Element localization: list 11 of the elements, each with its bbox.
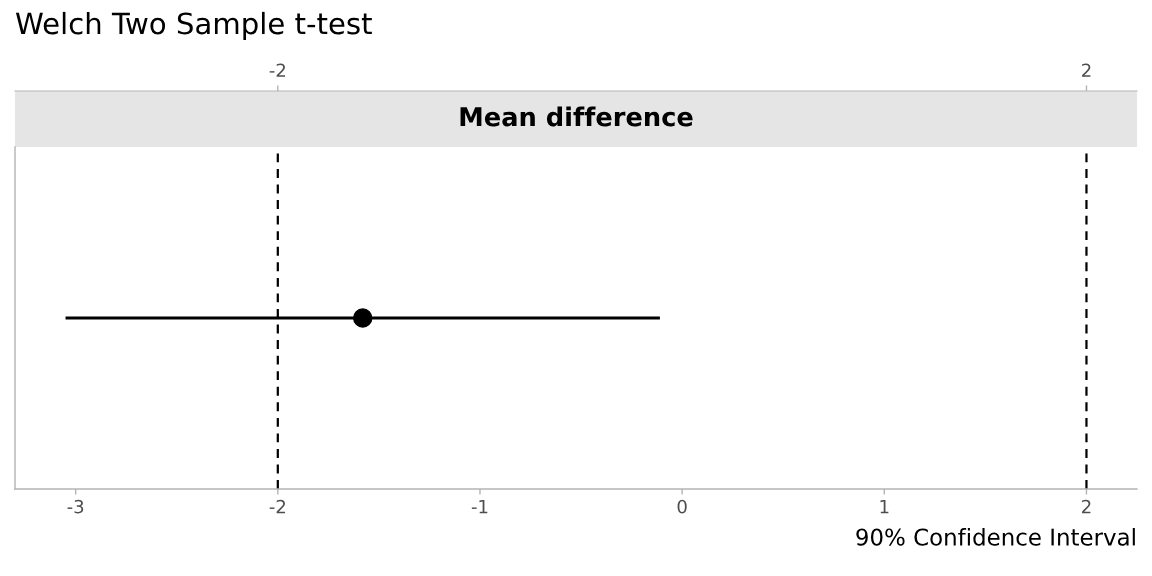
chart-title: Welch Two Sample t-test (15, 11, 372, 41)
x-axis-title: 90% Confidence Interval (856, 528, 1135, 546)
x-tick-label: 1 (880, 499, 889, 514)
x-tick-label: -3 (67, 499, 84, 514)
x-tick-label: 2 (1082, 499, 1091, 514)
chart-subtitle: Mean difference (460, 106, 693, 127)
x2-tick-label: -2 (269, 63, 285, 77)
x2-tick-label: 2 (1082, 63, 1091, 77)
x-tick-label: -2 (269, 499, 285, 514)
x-tick-label: -1 (471, 499, 488, 514)
x-tick-label: 0 (677, 499, 687, 514)
